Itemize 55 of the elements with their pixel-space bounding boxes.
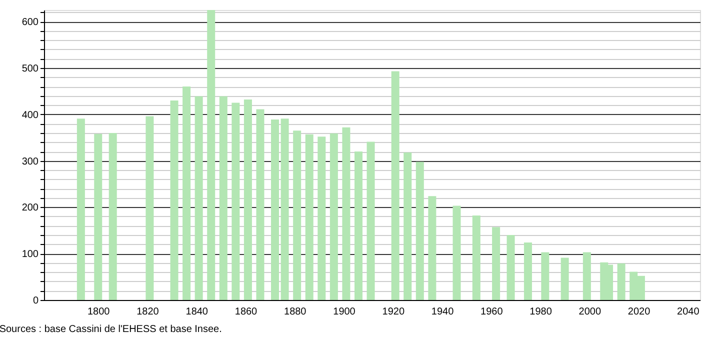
x-tick-label: 1980 <box>530 306 552 318</box>
bar <box>524 242 532 300</box>
y-tick-label: 100 <box>22 249 39 260</box>
bar <box>404 152 412 300</box>
x-tick-label: 2000 <box>578 306 602 318</box>
source-note: Sources : base Cassini de l'EHESS et base Insee. <box>0 324 222 335</box>
bar <box>293 130 302 300</box>
bar <box>342 127 350 300</box>
x-tick-label: 1900 <box>333 306 356 318</box>
bar <box>76 118 85 300</box>
bar <box>305 134 314 300</box>
bar <box>194 96 203 300</box>
y-tick-label: 0 <box>32 296 39 306</box>
bar <box>428 196 436 300</box>
bar <box>94 134 102 300</box>
bar <box>219 96 228 300</box>
x-tick-label: 1840 <box>186 306 208 318</box>
bar <box>617 263 626 300</box>
x-tick-label: 2040 <box>677 306 700 318</box>
bar <box>366 142 375 300</box>
bar <box>108 132 117 300</box>
bar <box>416 162 424 300</box>
bar <box>280 118 289 300</box>
bar <box>232 102 240 300</box>
x-tick-label: 1860 <box>234 306 258 318</box>
y-tick-label: 500 <box>22 64 39 74</box>
bar <box>472 216 480 300</box>
bar <box>330 133 338 300</box>
x-tick-label: 1880 <box>284 306 307 318</box>
bar <box>492 227 500 300</box>
y-tick-label: 600 <box>22 17 39 28</box>
y-tick-label: 300 <box>22 156 39 168</box>
x-tick-label: 1800 <box>88 306 110 318</box>
x-tick-label: 1920 <box>382 306 405 318</box>
y-tick-label: 400 <box>22 110 39 121</box>
bar <box>318 136 326 300</box>
bar <box>354 152 362 300</box>
bar <box>560 258 569 300</box>
bar <box>541 252 550 300</box>
x-tick-label: 2020 <box>628 306 651 318</box>
bar <box>146 116 154 300</box>
x-tick-label: 1820 <box>136 306 160 318</box>
x-tick-label: 1960 <box>480 306 504 318</box>
bar <box>391 71 400 300</box>
bar <box>244 100 252 300</box>
bar <box>207 10 216 300</box>
bar <box>506 235 515 300</box>
bar <box>170 100 178 300</box>
bar <box>582 252 591 300</box>
bar <box>270 120 279 300</box>
bar <box>256 109 264 300</box>
bar <box>182 86 191 300</box>
bar <box>452 206 461 300</box>
x-tick-label: 1940 <box>431 306 454 318</box>
y-tick-label: 200 <box>22 202 39 214</box>
